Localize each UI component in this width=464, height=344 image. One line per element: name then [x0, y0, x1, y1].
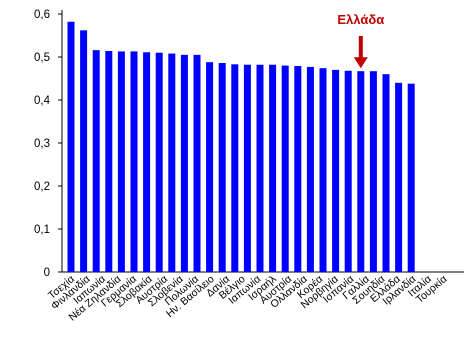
bar [155, 52, 163, 273]
bar [193, 54, 201, 272]
bar [143, 52, 151, 272]
bar [180, 54, 188, 272]
bar [206, 62, 214, 272]
bar [269, 64, 277, 273]
y-tick-label: 0,3 [34, 138, 50, 150]
bar [130, 51, 138, 272]
highlight-arrow-icon [353, 57, 368, 69]
bar [382, 74, 390, 272]
bar [332, 69, 340, 273]
bar [218, 63, 226, 272]
bar [168, 53, 176, 273]
highlight-label: Ελλάδα [337, 12, 384, 27]
y-tick-label: 0 [44, 267, 50, 279]
bar [231, 64, 239, 272]
bar [319, 68, 327, 273]
bar [357, 71, 365, 272]
bar [407, 83, 415, 272]
bar [256, 64, 264, 273]
y-tick-label: 0,4 [34, 95, 51, 107]
bar [395, 82, 403, 272]
bar [294, 66, 302, 272]
y-tick-label: 0,6 [34, 9, 50, 21]
bar [306, 66, 314, 272]
y-tick-label: 0,5 [34, 52, 50, 64]
bar [67, 21, 75, 272]
bar [243, 64, 251, 273]
bar [117, 51, 125, 272]
bar [369, 71, 377, 272]
bar [344, 70, 352, 272]
bar [92, 50, 100, 273]
bar [281, 65, 289, 272]
y-tick-label: 0,2 [34, 181, 50, 193]
bar [80, 30, 88, 273]
bar [105, 50, 113, 273]
y-tick-label: 0,1 [34, 224, 50, 236]
